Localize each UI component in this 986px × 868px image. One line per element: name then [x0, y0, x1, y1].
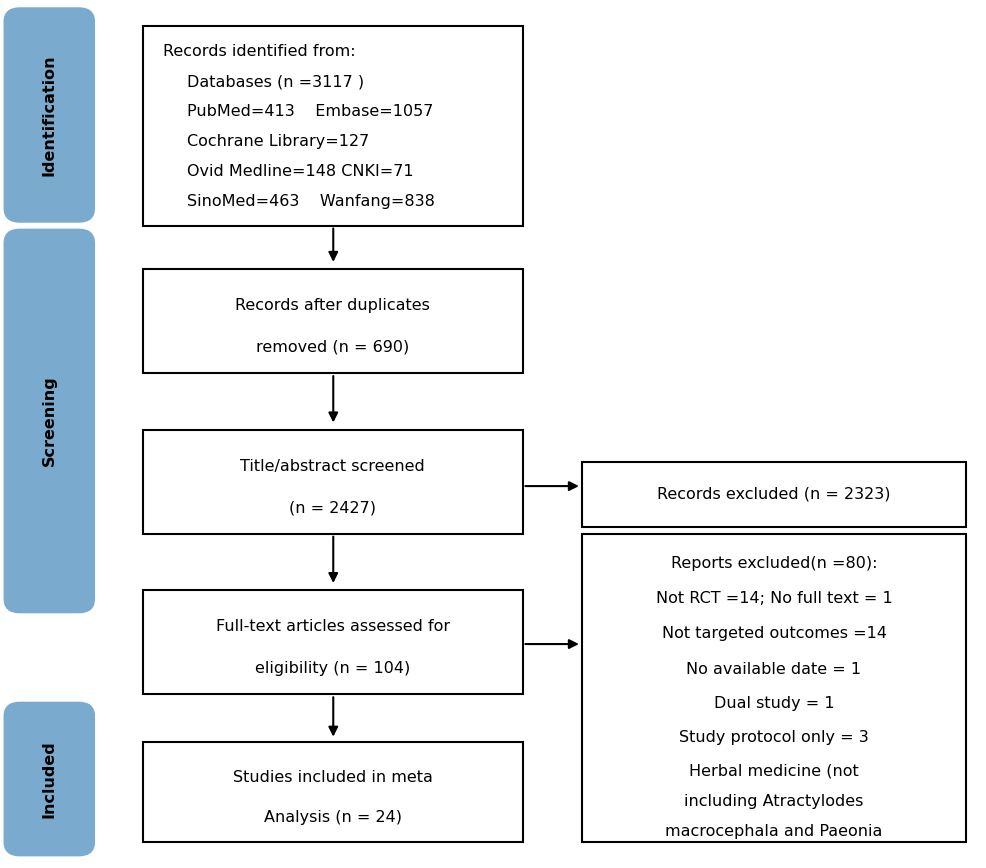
FancyBboxPatch shape [5, 9, 94, 221]
Text: Identification: Identification [41, 54, 57, 176]
Text: Reports excluded(n =80):: Reports excluded(n =80): [670, 556, 878, 570]
Text: Records after duplicates: Records after duplicates [236, 298, 430, 313]
Text: Not targeted outcomes =14: Not targeted outcomes =14 [662, 627, 886, 641]
FancyBboxPatch shape [143, 26, 523, 226]
Text: PubMed=413    Embase=1057: PubMed=413 Embase=1057 [187, 104, 434, 120]
Text: Databases (n =3117 ): Databases (n =3117 ) [187, 75, 365, 89]
FancyBboxPatch shape [143, 742, 523, 842]
FancyBboxPatch shape [143, 269, 523, 373]
Text: macrocephala and Paeonia: macrocephala and Paeonia [666, 824, 882, 838]
Text: No available date = 1: No available date = 1 [686, 662, 862, 677]
FancyBboxPatch shape [582, 462, 966, 527]
Text: Dual study = 1: Dual study = 1 [714, 696, 834, 711]
Text: removed (n = 690): removed (n = 690) [256, 339, 409, 355]
Text: Records excluded (n = 2323): Records excluded (n = 2323) [658, 487, 890, 502]
Text: Screening: Screening [41, 376, 57, 466]
Text: Not RCT =14; No full text = 1: Not RCT =14; No full text = 1 [656, 591, 892, 606]
Text: SinoMed=463    Wanfang=838: SinoMed=463 Wanfang=838 [187, 194, 435, 209]
Text: Study protocol only = 3: Study protocol only = 3 [679, 730, 869, 745]
Text: Studies included in meta: Studies included in meta [233, 770, 433, 785]
Text: Full-text articles assessed for: Full-text articles assessed for [216, 619, 450, 635]
FancyBboxPatch shape [143, 430, 523, 534]
FancyBboxPatch shape [5, 703, 94, 855]
Text: Ovid Medline=148 CNKI=71: Ovid Medline=148 CNKI=71 [187, 164, 414, 180]
FancyBboxPatch shape [5, 230, 94, 612]
Text: Herbal medicine (not: Herbal medicine (not [689, 764, 859, 779]
Text: Title/abstract screened: Title/abstract screened [241, 458, 425, 474]
Text: Analysis (n = 24): Analysis (n = 24) [264, 810, 401, 825]
Text: Cochrane Library=127: Cochrane Library=127 [187, 135, 370, 149]
FancyBboxPatch shape [582, 534, 966, 842]
Text: (n = 2427): (n = 2427) [289, 500, 377, 516]
FancyBboxPatch shape [143, 590, 523, 694]
Text: Included: Included [41, 740, 57, 818]
Text: including Atractylodes: including Atractylodes [684, 794, 864, 809]
Text: Records identified from:: Records identified from: [163, 44, 355, 60]
Text: eligibility (n = 104): eligibility (n = 104) [255, 661, 410, 676]
